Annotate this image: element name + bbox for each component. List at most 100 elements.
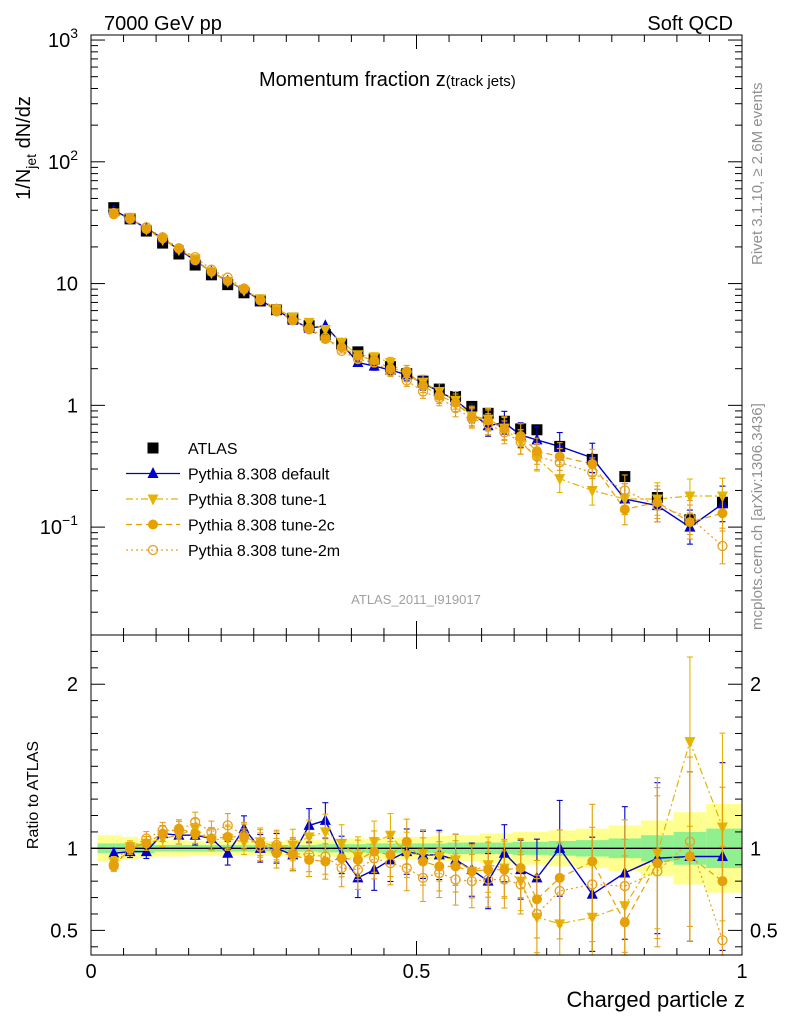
legend: ATLAS Pythia 8.308 default Pythia 8.308 tu… [126, 441, 340, 560]
pythia-8-308-tune-1-point [319, 324, 331, 336]
pythia-8-308-tune-1-point [586, 485, 598, 497]
ratio-axis-ticks [90, 635, 743, 955]
pythia-8-308-tune-2m-point [173, 243, 185, 254]
rivet-version-label: Rivet 3.1.10, ≥ 2.6M events [749, 83, 766, 266]
pythia-8-308-tune-2m-point [684, 512, 696, 523]
pythia-8-308-tune-2m-point [369, 357, 380, 368]
main-y-axis-label: 1/Njet dN/dz [13, 96, 39, 200]
pythia-8-308-tune-2m-point [287, 315, 298, 326]
pythia-8-308-tune-2m-ratio-point [336, 862, 347, 874]
pythia-8-308-tune-1-ratio-point [684, 737, 696, 749]
main-y-tick-label: 10 [56, 274, 78, 296]
pythia-8-308-tune-2m-ratio-point [417, 872, 429, 884]
pythia-8-308-default-ratio-point [108, 846, 120, 858]
pythia-8-308-tune-2m-point [352, 353, 364, 365]
x-axis-label: Charged particle z [566, 987, 745, 1012]
ratio-y-tick-label-left: 2 [67, 674, 78, 696]
pythia-8-308-tune-2m-ratio-point [369, 853, 380, 864]
pythia-8-308-tune-2m-ratio-point [157, 825, 168, 836]
main-panel: 10−1 1 10 102 103 Momentum fraction z(track … [13, 25, 743, 636]
pythia-8-308-tune-2m-ratio-point [401, 862, 412, 874]
pythia-8-308-tune-2c-ratio-point [190, 828, 201, 839]
pythia-8-308-tune-2c-point [401, 366, 412, 377]
pythia-8-308-tune-2m-ratio-point [255, 841, 266, 852]
pythia-8-308-tune-2m-ratio-line [113, 821, 724, 941]
legend-pythia-8-308-tune-1-marker [147, 494, 159, 506]
legend-pythia-8-308-default-marker [147, 467, 159, 478]
main-y-tick-labels: 10−1 1 10 102 103 [40, 25, 78, 539]
analysis-watermark: ATLAS_2011_I919017 [351, 592, 481, 607]
x-tick-label: 0.5 [403, 961, 431, 983]
pythia-8-308-tune-2m-point [619, 485, 630, 496]
pythia-8-308-tune-2m-point [515, 436, 526, 448]
legend-pythia-8-308-tune-1-label: Pythia 8.308 tune-1 [188, 492, 327, 509]
pythia-8-308-tune-2c-point [336, 342, 347, 353]
pythia-8-308-tune-2m-ratio-point [124, 843, 136, 854]
pythia-8-308-tune-2m-ratio-point [587, 879, 598, 890]
energy-label: 7000 GeV pp [104, 13, 222, 35]
pythia-8-308-tune-2c-point [238, 284, 249, 295]
pythia-8-308-tune-2m-point [717, 540, 728, 552]
pythia-8-308-tune-2m-point [554, 457, 565, 468]
pythia-8-308-tune-2c-point [717, 508, 728, 519]
pythia-8-308-tune-2m-point [450, 402, 461, 414]
pythia-8-308-tune-2m-line [113, 212, 723, 547]
pythia-8-308-tune-2m-point [108, 207, 119, 219]
legend-pythia-8-308-default-label: Pythia 8.308 default [188, 467, 330, 484]
pythia-8-308-tune-2m-ratio-point [320, 851, 331, 862]
pythia-8-308-tune-2m-ratio-point [450, 874, 461, 885]
pythia-8-308-tune-2m-point [124, 213, 136, 225]
pythia-8-308-tune-2m-point [190, 251, 201, 263]
ratio-y-tick-label-right: 2 [750, 674, 761, 696]
pythia-8-308-tune-2m-ratio-point [173, 825, 185, 836]
pythia-8-308-tune-2m-point [222, 272, 233, 283]
legend-pythia-8-308-tune-2c-marker [148, 519, 158, 530]
mcplots-label: mcplots.cern.ch [arXiv:1306.3436] [749, 403, 766, 630]
pythia-8-308-tune-2m-ratio-point [652, 866, 663, 877]
pythia-8-308-tune-2m-ratio-point [499, 874, 510, 885]
pythia-8-308-tune-2m-point [303, 323, 315, 334]
pythia-8-308-tune-2m-ratio-point [434, 867, 445, 879]
pythia-8-308-tune-2m-ratio-point [206, 826, 217, 838]
main-y-tick-label: 10−1 [40, 512, 78, 539]
main-y-tick-label: 1 [67, 395, 78, 417]
pythia-8-308-tune-2c-point [190, 255, 201, 266]
pythia-8-308-tune-2m-ratio-point [482, 874, 494, 885]
pythia-8-308-tune-2m-ratio-point [466, 876, 477, 887]
pythia-8-308-tune-2c-point [222, 275, 233, 286]
pythia-8-308-tune-2m-ratio-point [287, 848, 298, 859]
pythia-8-308-tune-2m-ratio-point [108, 859, 119, 870]
ratio-y-tick-labels: 0.5 0.5 1 1 2 2 [50, 674, 778, 942]
pythia-8-308-tune-2m-ratio-point [619, 880, 630, 892]
ratio-y-tick-label-left: 0.5 [50, 920, 78, 942]
ratio-y-axis-label: Ratio to ATLAS [25, 741, 42, 849]
main-y-tick-label: 102 [48, 147, 78, 174]
main-y-tick-label: 103 [48, 25, 78, 52]
pythia-8-308-default-ratio-point [222, 846, 234, 858]
pythia-8-308-tune-2m-point [271, 303, 282, 315]
pythia-8-308-tune-2m-point [401, 375, 412, 386]
ratio-frame [90, 634, 743, 956]
pythia-8-308-tune-2m-ratio-point [684, 836, 696, 847]
pythia-8-308-tune-2m-ratio-point [303, 849, 315, 861]
pythia-8-308-tune-2m-ratio-point [222, 820, 233, 831]
legend-atlas-marker [147, 442, 159, 454]
pythia-8-308-tune-2m-ratio-point [717, 935, 728, 946]
ratio-y-tick-label-right: 0.5 [750, 920, 778, 942]
pythia-8-308-tune-2m-point [157, 232, 168, 243]
pythia-8-308-tune-2m-ratio-point [385, 857, 396, 869]
ratio-panel: 0.5 0.51 12 2 0 0.5 1 Ratio to ATLAS Charged … [25, 634, 778, 1012]
pythia-8-308-tune-2m-point [320, 332, 331, 343]
x-tick-label: 0 [85, 961, 96, 983]
pythia-8-308-tune-2m-ratio-point [238, 830, 250, 841]
pythia-8-308-tune-2m-point [336, 345, 347, 357]
ratio-y-tick-label-left: 1 [67, 838, 78, 860]
pythia-8-308-tune-2m-ratio-point [190, 816, 201, 828]
pythia-8-308-tune-2c-point [206, 266, 217, 277]
pythia-8-308-tune-2m-ratio-point [352, 864, 364, 875]
pythia-8-308-tune-2m-point [434, 392, 445, 404]
pythia-8-308-tune-2c-ratio-point [401, 836, 412, 847]
plot-title: Momentum fraction z(track jets) [259, 69, 516, 91]
x-tick-labels: 0 0.5 1 [85, 961, 747, 983]
ratio-series-markers [108, 656, 728, 956]
